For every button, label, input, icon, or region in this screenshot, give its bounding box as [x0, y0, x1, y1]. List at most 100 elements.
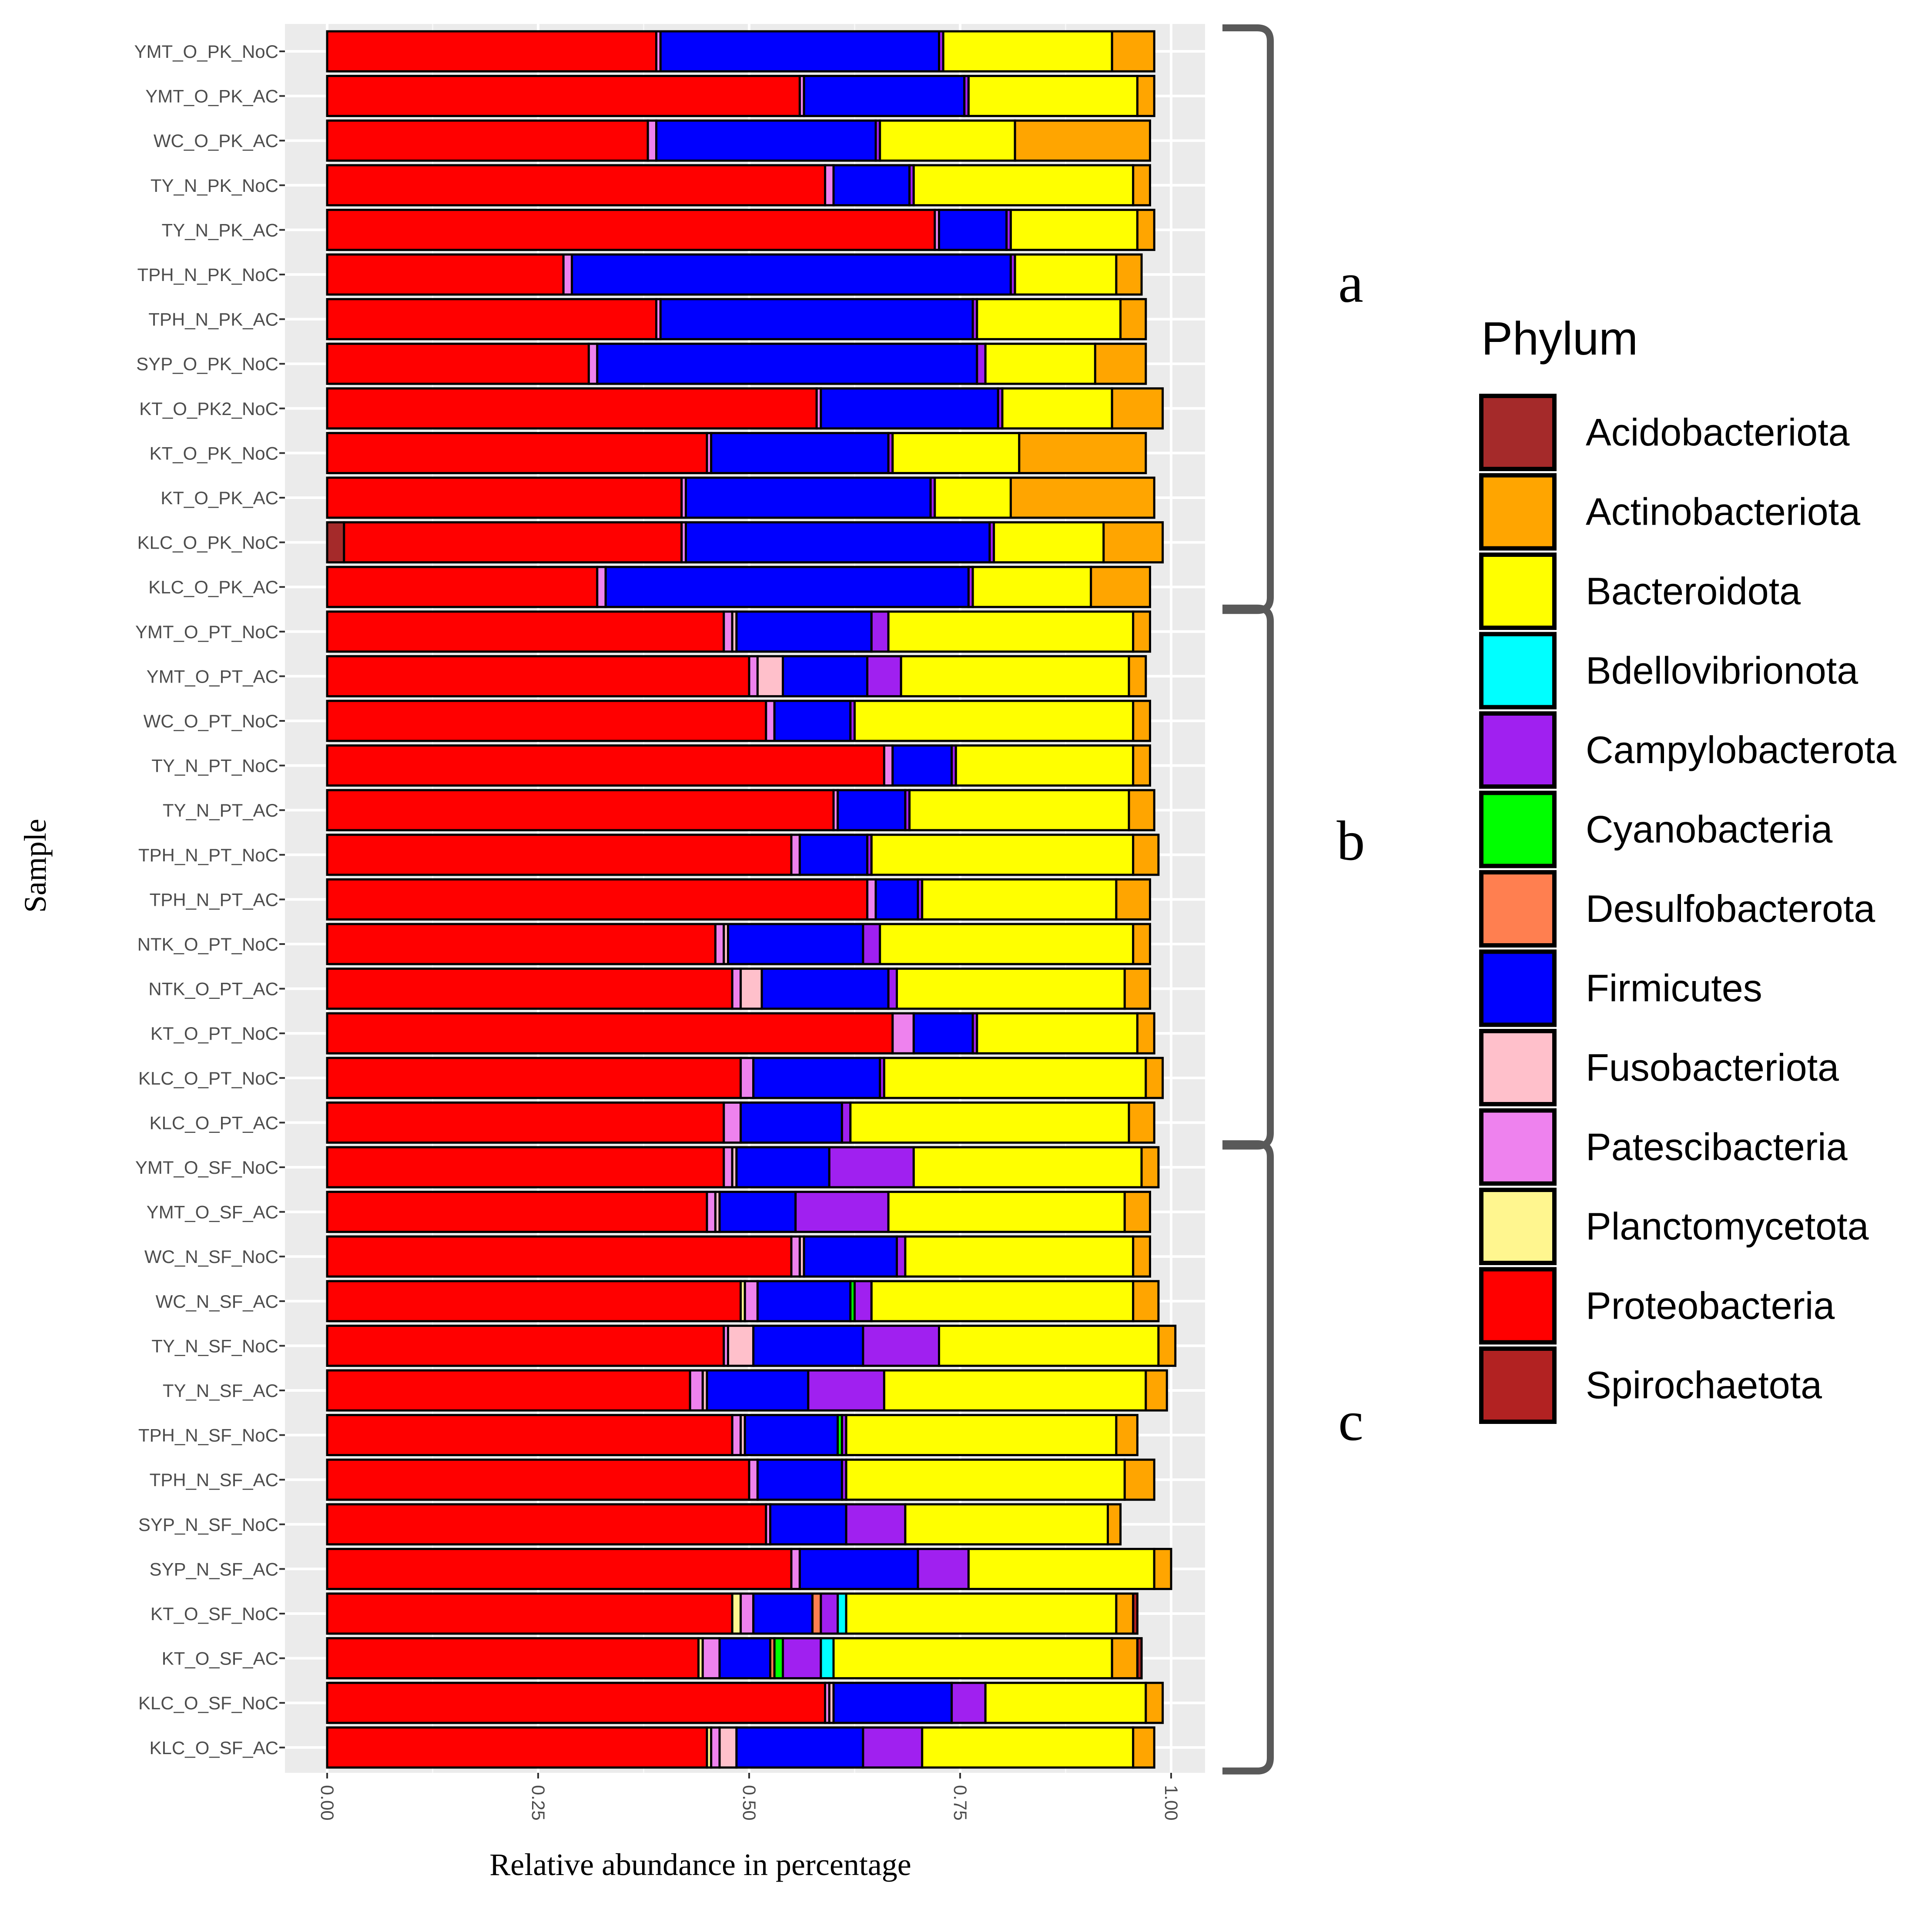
bar-segment	[879, 119, 1016, 162]
bar-segment	[752, 1324, 864, 1367]
bar-segment	[870, 834, 1135, 876]
y-tick-label: YMT_O_SF_NoC	[135, 1157, 278, 1178]
bar-segment	[727, 923, 864, 965]
bar-segment	[326, 789, 835, 831]
group-label: b	[1337, 810, 1365, 872]
bar-segment	[714, 923, 725, 965]
bar-segment	[887, 1191, 1126, 1233]
bar-segment	[685, 521, 991, 564]
legend-swatch	[1479, 1346, 1557, 1424]
group-bracket	[1222, 24, 1274, 614]
bar-segment	[1128, 1101, 1155, 1144]
legend-swatch	[1479, 632, 1557, 710]
bar-segment	[343, 521, 683, 564]
bar-segment	[840, 1101, 852, 1144]
bar-segment	[954, 744, 1135, 787]
y-tick-label: TY_N_PK_NoC	[151, 175, 278, 196]
x-tick-label: 0.25	[528, 1785, 549, 1821]
legend-label: Spirochaetota	[1586, 1363, 1822, 1407]
y-tick-label: KT_O_SF_AC	[162, 1648, 278, 1669]
bar-segment	[326, 253, 565, 296]
y-tick-label: TPH_N_PT_AC	[150, 889, 278, 910]
bar-segment	[743, 1414, 839, 1457]
bar-segment	[971, 566, 1092, 608]
bar-segment	[790, 1235, 801, 1278]
y-tick-label: WC_N_SF_NoC	[144, 1246, 278, 1267]
bar-segment	[773, 1637, 784, 1680]
bar-segment	[326, 1191, 708, 1233]
y-tick-label: KT_O_SF_NoC	[151, 1604, 278, 1624]
bar-segment	[832, 1637, 1113, 1680]
bar-segment	[921, 878, 1118, 921]
bar-segment	[326, 30, 658, 73]
bar-segment	[326, 1012, 894, 1055]
bar-segment	[326, 834, 793, 876]
bar-segment	[1132, 834, 1160, 876]
bar-segment	[326, 1057, 742, 1099]
bar-segment	[748, 1458, 759, 1501]
bar-segment	[908, 789, 1130, 831]
bar-segment	[706, 1369, 810, 1412]
bar-segment	[326, 298, 658, 341]
bar-segment	[326, 521, 345, 564]
group-bracket	[1222, 1140, 1274, 1775]
bar-segment	[326, 387, 818, 430]
bar-segment	[326, 968, 733, 1010]
bar-segment	[837, 1592, 847, 1635]
bar-segment	[1145, 1057, 1164, 1099]
bar-segment	[1136, 1012, 1155, 1055]
bar-segment	[1157, 1324, 1177, 1367]
bar-segment	[731, 1414, 742, 1457]
bar-segment	[326, 1146, 725, 1189]
bar-segment	[326, 1726, 708, 1769]
bar-segment	[790, 834, 801, 876]
legend: Phylum Acidobacteriota Actinobacteriota Ba…	[1479, 312, 1896, 1424]
bar-segment	[904, 1235, 1135, 1278]
bar-segment	[326, 700, 767, 742]
bar-segment	[879, 923, 1135, 965]
bar-segment	[1119, 298, 1147, 341]
legend-swatch	[1479, 711, 1557, 789]
bar-segment	[887, 968, 898, 1010]
legend-label: Firmicutes	[1586, 967, 1762, 1010]
legend-label: Acidobacteriota	[1586, 411, 1850, 454]
bar-segment	[756, 655, 784, 697]
bar-segment	[870, 610, 890, 653]
bar-segment	[1136, 1637, 1143, 1680]
bar-segment	[743, 1280, 759, 1323]
bar-segment	[604, 566, 970, 608]
bar-segment	[1014, 119, 1152, 162]
bar-segment	[790, 1547, 801, 1590]
y-tick-label: WC_O_PK_AC	[154, 131, 278, 151]
x-axis-title: Relative abundance in percentage	[489, 1847, 911, 1882]
x-tick-label: 0.00	[317, 1785, 338, 1821]
bar-segment	[596, 342, 978, 385]
bar-segment	[1090, 566, 1151, 608]
bar-segment	[689, 1369, 704, 1412]
bar-segment	[326, 610, 725, 653]
bar-segment	[1140, 1146, 1160, 1189]
y-tick-label: TPH_N_SF_NoC	[138, 1425, 278, 1446]
legend-label: Desulfobacterota	[1586, 887, 1875, 930]
bar-segment	[562, 253, 573, 296]
bar-segment	[1111, 30, 1155, 73]
bar-segment	[326, 1414, 733, 1457]
bar-segment	[326, 923, 717, 965]
y-tick-label: YMT_O_PT_AC	[147, 666, 278, 687]
bar-segment	[748, 655, 759, 697]
bar-segment	[993, 521, 1105, 564]
bar-segment	[326, 1324, 725, 1367]
bar-segment	[912, 1012, 974, 1055]
bar-segment	[1107, 1503, 1122, 1546]
bar-segment	[1132, 610, 1151, 653]
bar-segment	[1115, 1414, 1138, 1457]
bar-segment	[326, 878, 869, 921]
bar-segment	[659, 298, 974, 341]
bar-segment	[921, 1726, 1135, 1769]
bar-segment	[326, 1503, 767, 1546]
bar-segment	[976, 298, 1122, 341]
legend-swatch	[1479, 1188, 1557, 1265]
bar-segment	[891, 1012, 915, 1055]
bar-segment	[1145, 1369, 1168, 1412]
bar-segment	[1111, 1637, 1138, 1680]
